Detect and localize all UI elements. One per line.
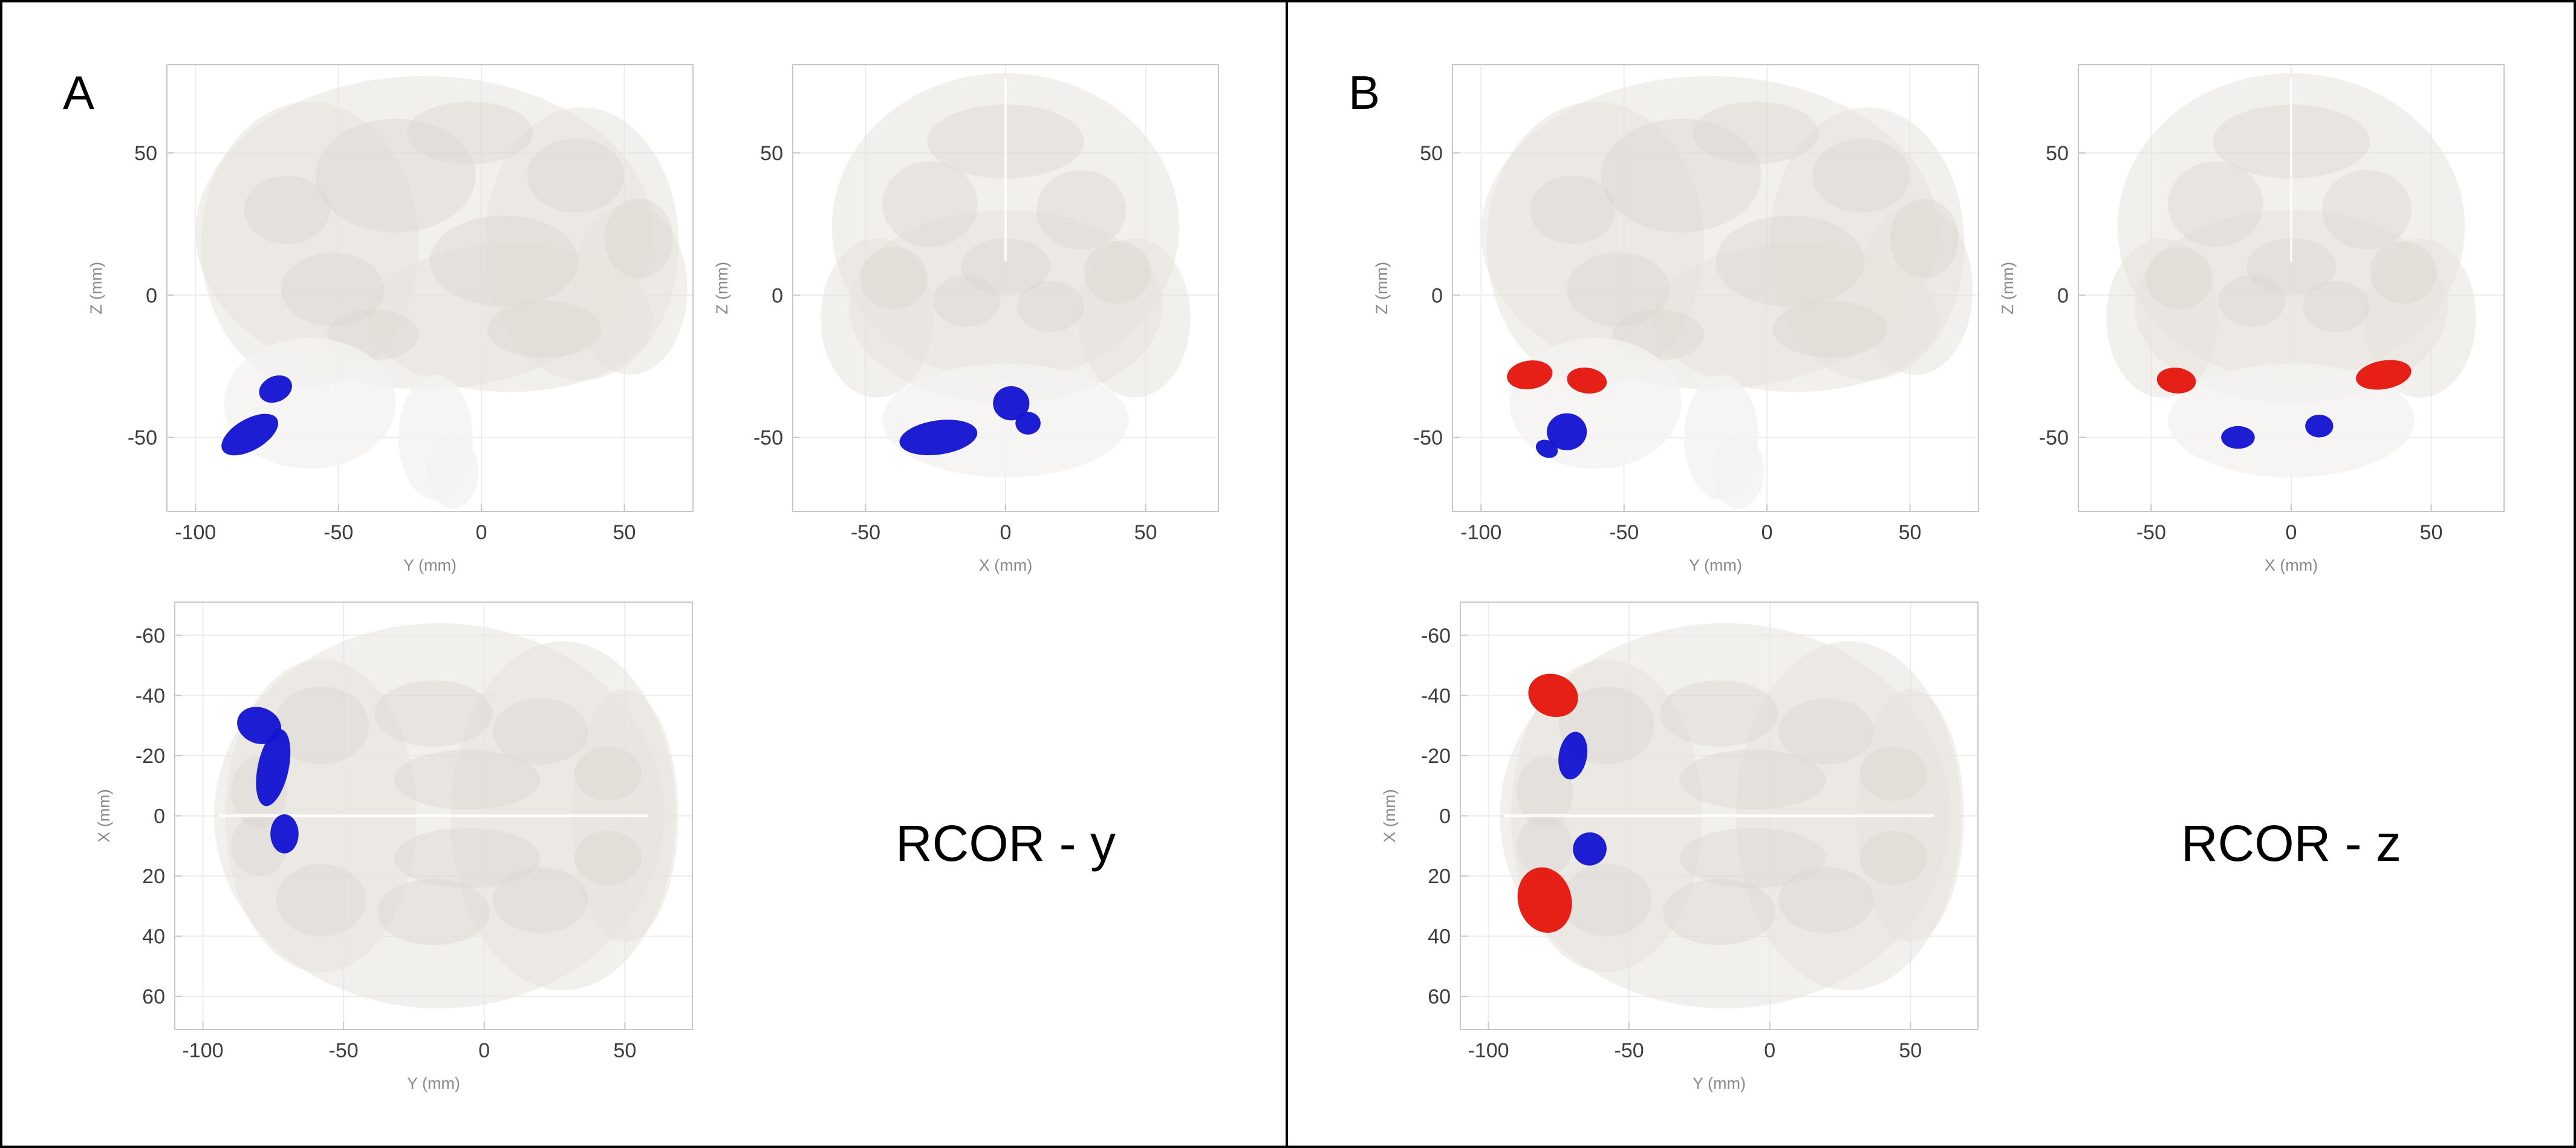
svg-text:-50: -50 [329, 1039, 359, 1062]
svg-text:50: 50 [760, 142, 783, 165]
svg-text:Z (mm): Z (mm) [1373, 262, 1391, 314]
svg-text:0: 0 [154, 805, 165, 828]
svg-text:-100: -100 [175, 521, 216, 544]
panel-b-axial-plot: -100 -50 0 50 -60 -40 -20 0 20 40 60 Y (mm) X (mm) [1381, 602, 1979, 1092]
svg-text:50: 50 [1899, 521, 1922, 544]
svg-text:Z (mm): Z (mm) [1999, 262, 2017, 314]
svg-text:0: 0 [146, 284, 157, 307]
svg-text:-100: -100 [1460, 521, 1501, 544]
panel-b-coronal-plot: -50 0 50 -50 0 50 X (mm) Z (mm) [1999, 64, 2505, 574]
svg-text:50: 50 [1420, 142, 1443, 165]
svg-text:-100: -100 [182, 1039, 223, 1062]
svg-text:0: 0 [1764, 1039, 1775, 1062]
svg-text:50: 50 [1134, 521, 1157, 544]
svg-text:Z (mm): Z (mm) [713, 262, 731, 314]
svg-text:-50: -50 [753, 427, 783, 450]
svg-text:X (mm): X (mm) [95, 789, 113, 842]
svg-text:-50: -50 [2136, 521, 2166, 544]
svg-text:-60: -60 [1421, 624, 1451, 647]
panel-letter-b: B [1348, 66, 1381, 119]
svg-text:-60: -60 [135, 624, 165, 647]
svg-text:60: 60 [142, 985, 165, 1008]
svg-text:0: 0 [478, 1039, 490, 1062]
panel-b-sagittal-plot: -100 -50 0 50 -50 0 50 Y (mm) Z (mm) [1373, 64, 1979, 574]
svg-text:X (mm): X (mm) [2265, 556, 2318, 574]
panel-b: B -100 -50 0 50 -50 0 50 Y (mm) Z (mm) -50 0 50 -50… [1288, 2, 2574, 1146]
svg-text:0: 0 [476, 521, 487, 544]
panel-b-caption: RCOR - z [2181, 815, 2401, 872]
svg-text:-40: -40 [1421, 684, 1451, 707]
svg-text:-50: -50 [128, 427, 157, 450]
panel-a-caption: RCOR - y [896, 815, 1116, 872]
svg-text:60: 60 [1428, 985, 1451, 1008]
svg-text:-20: -20 [1421, 745, 1451, 768]
svg-text:-50: -50 [2039, 427, 2069, 450]
svg-text:0: 0 [2057, 284, 2069, 307]
svg-text:-50: -50 [851, 521, 880, 544]
svg-text:X (mm): X (mm) [1381, 789, 1399, 842]
svg-text:50: 50 [613, 1039, 636, 1062]
svg-text:50: 50 [134, 142, 157, 165]
svg-text:0: 0 [1761, 521, 1773, 544]
svg-text:X (mm): X (mm) [979, 556, 1032, 574]
svg-text:-100: -100 [1468, 1039, 1509, 1062]
svg-text:50: 50 [2046, 142, 2069, 165]
svg-text:50: 50 [613, 521, 636, 544]
panel-a-coronal-plot: -50 0 50 -50 0 50 X (mm) Z (mm) [713, 64, 1219, 574]
svg-text:Y (mm): Y (mm) [1689, 556, 1742, 574]
panel-a-sagittal-plot: -100 -50 0 50 -50 0 50 Y (mm) Z (mm) [87, 64, 694, 574]
svg-text:0: 0 [1439, 805, 1451, 828]
svg-text:Y (mm): Y (mm) [1693, 1074, 1746, 1092]
panel-letter-a: A [63, 66, 95, 119]
svg-text:50: 50 [1899, 1039, 1922, 1062]
panel-a-axial-plot: -100 -50 0 50 -60 -40 -20 0 20 40 60 Y (mm) X (mm) [95, 602, 693, 1092]
svg-text:Y (mm): Y (mm) [403, 556, 457, 574]
svg-text:0: 0 [2286, 521, 2297, 544]
svg-text:0: 0 [1431, 284, 1443, 307]
svg-text:40: 40 [142, 926, 165, 949]
panel-a: A -100 -50 0 50 -50 0 50 Y (mm) Z (mm) -50 0 50 -50… [2, 2, 1288, 1146]
svg-text:20: 20 [1428, 865, 1451, 888]
svg-text:50: 50 [2420, 521, 2443, 544]
svg-text:Z (mm): Z (mm) [87, 262, 105, 314]
svg-text:Y (mm): Y (mm) [407, 1074, 460, 1092]
svg-text:-20: -20 [135, 745, 165, 768]
svg-text:-40: -40 [135, 684, 165, 707]
svg-text:-50: -50 [1615, 1039, 1644, 1062]
svg-text:0: 0 [772, 284, 783, 307]
svg-text:-50: -50 [324, 521, 353, 544]
svg-text:0: 0 [1000, 521, 1012, 544]
svg-text:40: 40 [1428, 926, 1451, 949]
svg-text:-50: -50 [1609, 521, 1639, 544]
svg-text:20: 20 [142, 865, 165, 888]
svg-text:-50: -50 [1413, 427, 1443, 450]
